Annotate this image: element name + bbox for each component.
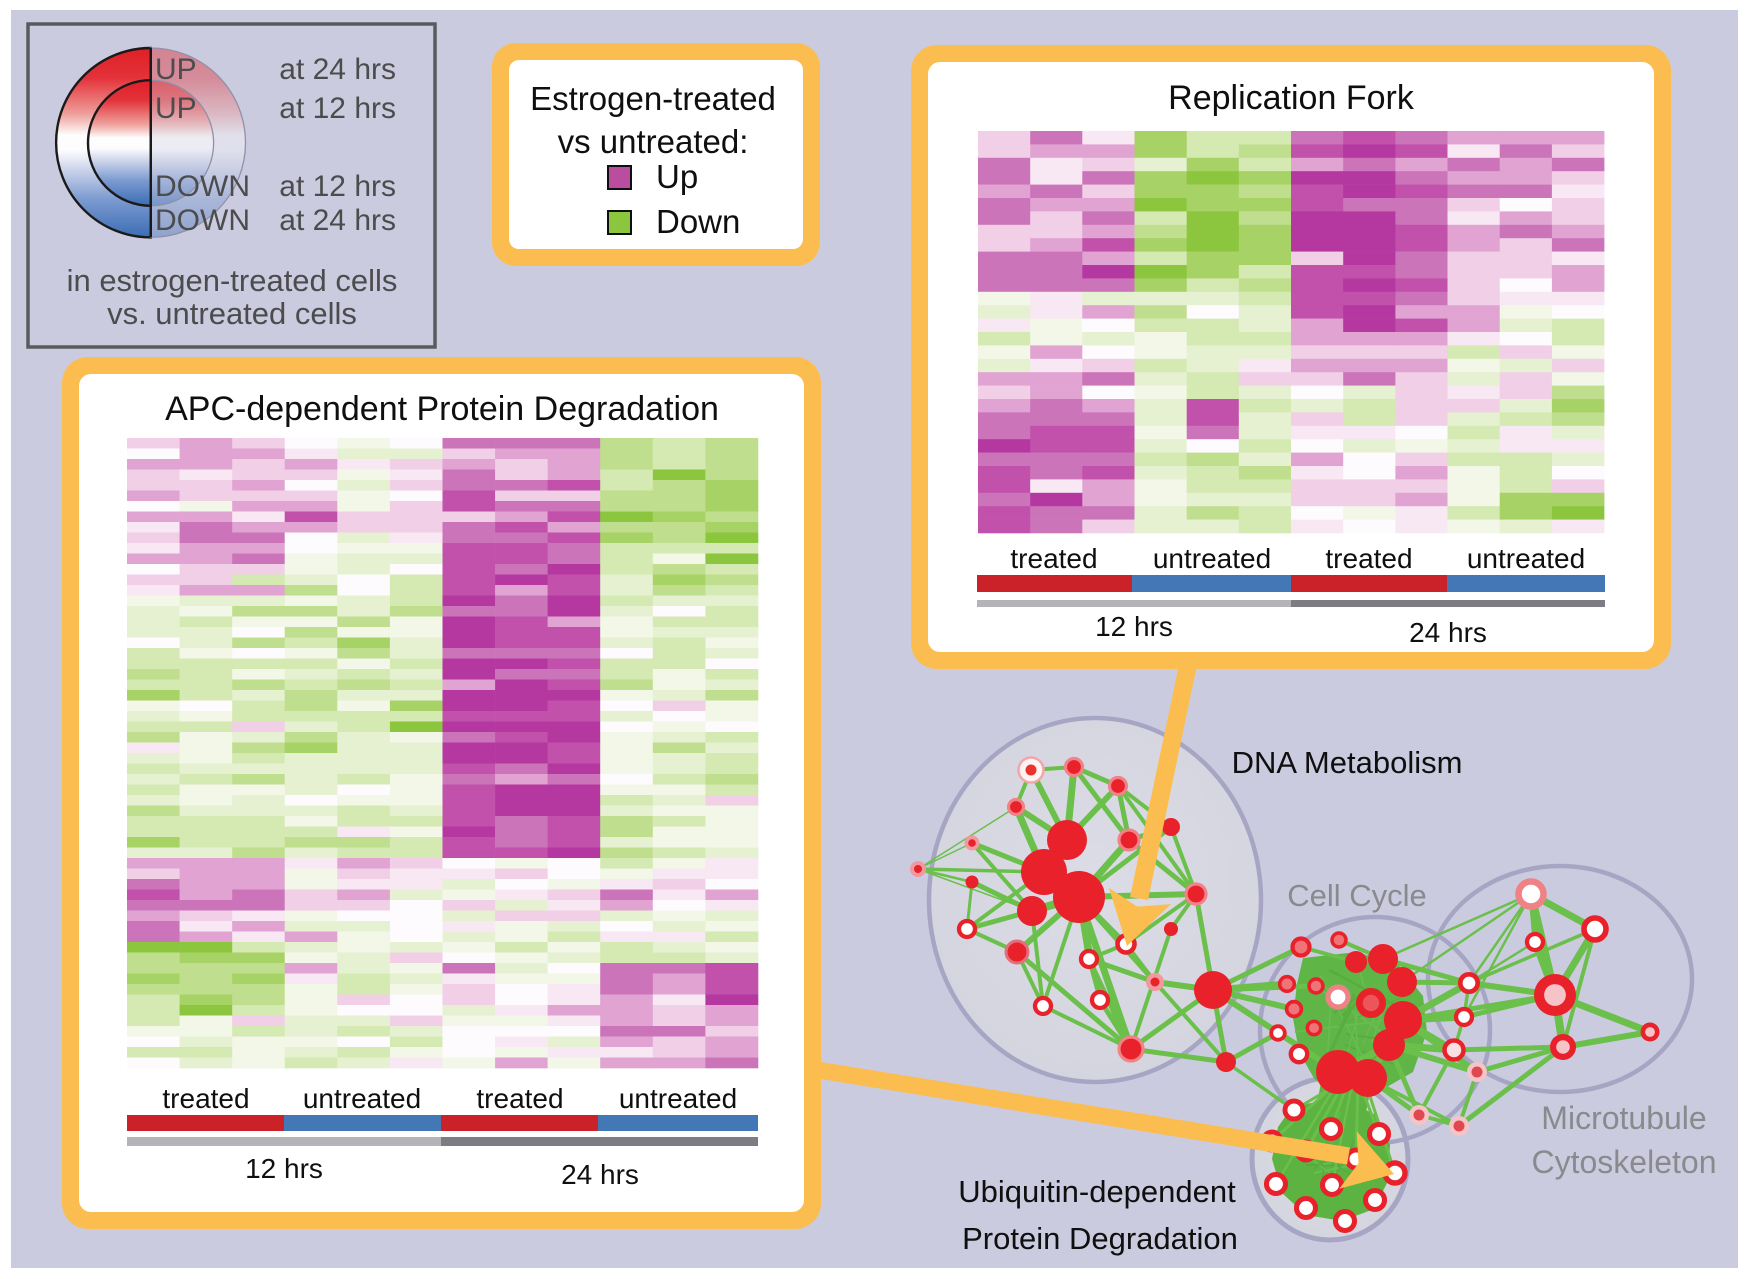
svg-text:treated: treated: [1325, 543, 1412, 574]
svg-text:Estrogen-treated: Estrogen-treated: [530, 80, 776, 117]
svg-text:12 hrs: 12 hrs: [1095, 611, 1173, 642]
svg-text:UP: UP: [155, 53, 197, 86]
svg-text:UP: UP: [155, 92, 197, 125]
svg-text:untreated: untreated: [619, 1083, 737, 1114]
svg-text:at 12 hrs: at 12 hrs: [279, 170, 396, 203]
svg-text:Microtubule: Microtubule: [1541, 1100, 1706, 1136]
svg-text:Replication Fork: Replication Fork: [1168, 79, 1415, 117]
svg-text:DOWN: DOWN: [155, 204, 250, 237]
svg-text:treated: treated: [476, 1083, 563, 1114]
svg-text:untreated: untreated: [1153, 543, 1271, 574]
svg-text:24 hrs: 24 hrs: [1409, 617, 1487, 648]
svg-text:DOWN: DOWN: [155, 170, 250, 203]
svg-text:in estrogen-treated cells: in estrogen-treated cells: [67, 263, 398, 298]
svg-text:at 24 hrs: at 24 hrs: [279, 53, 396, 86]
svg-text:12 hrs: 12 hrs: [245, 1153, 323, 1184]
svg-text:vs untreated:: vs untreated:: [558, 123, 749, 160]
svg-text:untreated: untreated: [1467, 543, 1585, 574]
svg-text:Cytoskeleton: Cytoskeleton: [1532, 1144, 1717, 1180]
svg-text:DNA Metabolism: DNA Metabolism: [1232, 745, 1463, 780]
svg-text:untreated: untreated: [303, 1083, 421, 1114]
svg-text:treated: treated: [1010, 543, 1097, 574]
svg-text:Ubiquitin-dependent: Ubiquitin-dependent: [958, 1174, 1236, 1209]
svg-text:treated: treated: [162, 1083, 249, 1114]
svg-text:at 24 hrs: at 24 hrs: [279, 204, 396, 237]
svg-text:vs. untreated cells: vs. untreated cells: [107, 296, 357, 331]
svg-text:Cell Cycle: Cell Cycle: [1287, 878, 1427, 913]
svg-text:APC-dependent Protein Degradat: APC-dependent Protein Degradation: [165, 390, 719, 428]
svg-text:24 hrs: 24 hrs: [561, 1159, 639, 1190]
svg-text:at 12 hrs: at 12 hrs: [279, 92, 396, 125]
svg-text:Protein Degradation: Protein Degradation: [962, 1221, 1238, 1256]
svg-text:Up: Up: [656, 158, 698, 195]
svg-text:Down: Down: [656, 203, 740, 240]
